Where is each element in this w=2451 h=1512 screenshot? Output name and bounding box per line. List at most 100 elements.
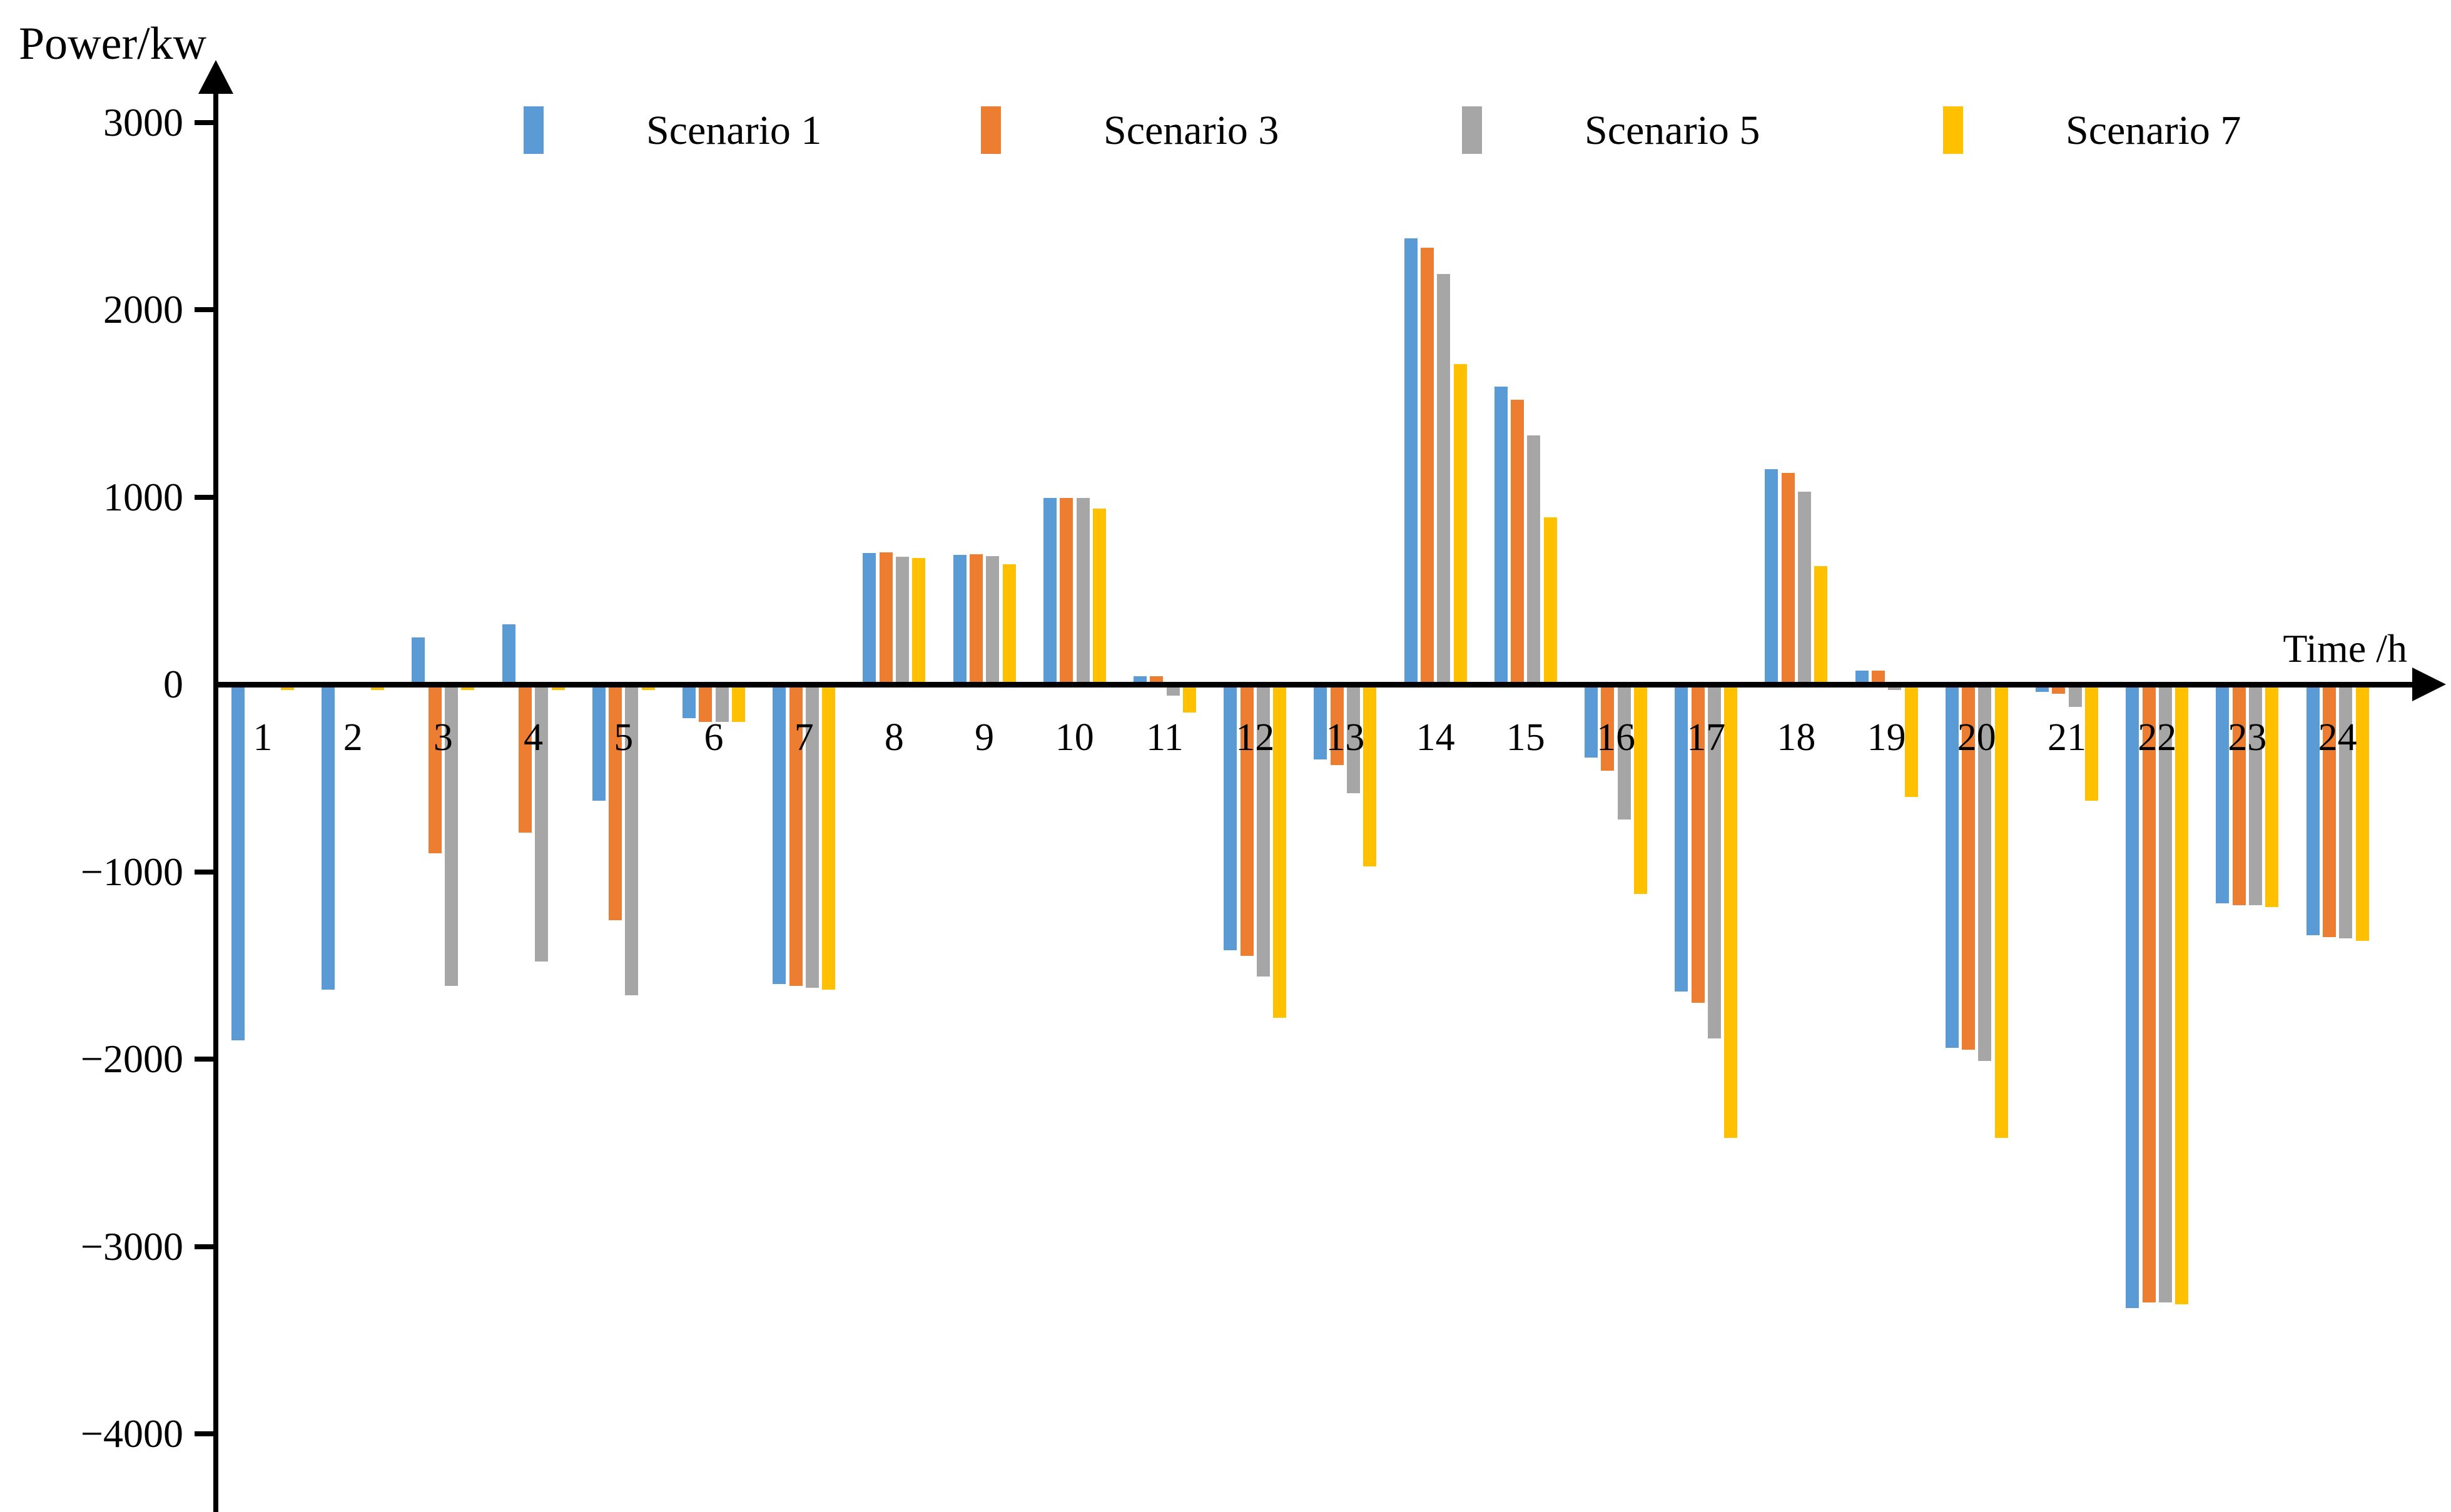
y-tick [195,1057,213,1062]
bar-scenario-5-h21 [2068,684,2082,707]
bar-scenario-7-h22 [2175,684,2189,1305]
y-axis-title: Power/kw [19,18,207,69]
y-tick [195,1244,213,1249]
bar-scenario-5-h20 [1978,684,1992,1061]
bar-scenario-5-h4 [535,684,549,962]
y-tick-label: 2000 [103,287,183,332]
y-tick-label: −2000 [80,1037,183,1081]
bar-scenario-5-h12 [1256,684,1270,977]
x-category-label-1: 1 [253,716,273,759]
bar-scenario-1-h22 [2126,684,2139,1309]
legend-label: Scenario 1 [646,108,822,153]
bar-scenario-5-h6 [715,684,729,722]
bar-scenario-1-h17 [1675,684,1688,992]
x-category-label-8: 8 [884,716,904,759]
bar-scenario-3-h3 [428,684,442,853]
y-tick-label: −1000 [80,849,183,894]
bar-scenario-7-h23 [2265,684,2279,908]
x-axis-title: Time /h [2283,626,2407,671]
bar-scenario-5-h23 [2249,684,2262,906]
y-axis-line [213,88,218,1512]
x-category-label-6: 6 [704,716,724,759]
bar-scenario-1-h23 [2216,684,2230,904]
bar-scenario-1-h24 [2306,684,2320,936]
bar-scenario-3-h19 [1871,670,1885,684]
bar-scenario-5-h17 [1707,684,1721,1039]
bar-scenario-1-h2 [322,684,335,990]
bar-scenario-1-h4 [502,624,515,684]
bar-scenario-1-h12 [1224,684,1237,951]
bar-scenario-3-h7 [789,684,803,987]
bar-scenario-7-h16 [1633,684,1647,895]
x-axis-line [213,682,2415,688]
legend-item-2: Scenario 3 [981,105,1331,155]
bar-scenario-1-h7 [773,684,786,985]
bar-scenario-1-h18 [1765,469,1779,684]
bar-scenario-1-h15 [1494,386,1508,684]
legend-swatch-icon [981,106,1001,154]
bar-scenario-5-h3 [445,684,458,987]
legend-item-3: Scenario 5 [1462,105,1812,155]
bar-scenario-1-h20 [1945,684,1959,1048]
bar-scenario-5-h18 [1798,491,1811,684]
bar-scenario-1-h1 [231,684,245,1040]
bar-scenario-7-h19 [1904,684,1918,797]
bar-scenario-1-h10 [1043,498,1057,684]
x-category-label-11: 11 [1146,716,1184,759]
y-tick [195,1431,213,1436]
bar-scenario-1-h16 [1585,684,1598,758]
bar-scenario-7-h24 [2355,684,2369,941]
x-category-label-22: 22 [2138,716,2177,759]
bar-scenario-3-h17 [1691,684,1705,1003]
bar-scenario-7-h8 [912,557,926,684]
bar-scenario-3-h20 [1962,684,1976,1050]
y-tick [195,119,213,125]
bar-scenario-5-h13 [1347,684,1360,793]
legend-item-4: Scenario 7 [1943,105,2293,155]
x-category-label-15: 15 [1506,716,1545,759]
bar-scenario-7-h6 [732,684,745,722]
bar-scenario-3-h6 [699,684,713,722]
bar-scenario-3-h4 [518,684,532,833]
legend-label: Scenario 5 [1585,108,1760,153]
x-category-label-24: 24 [2318,716,2357,759]
x-category-label-3: 3 [433,716,453,759]
bar-scenario-1-h9 [953,555,967,684]
x-category-label-23: 23 [2228,716,2267,759]
y-tick [195,869,213,875]
bar-scenario-7-h9 [1002,564,1016,684]
bar-scenario-3-h8 [879,552,893,684]
bar-scenario-7-h7 [822,684,836,990]
legend-swatch-icon [524,106,544,154]
bar-scenario-7-h20 [1994,684,2008,1138]
bar-scenario-5-h10 [1076,498,1090,684]
x-category-label-10: 10 [1055,716,1094,759]
x-category-label-21: 21 [2048,716,2086,759]
bar-scenario-7-h13 [1363,684,1377,866]
legend-swatch-icon [1943,106,1963,154]
bar-scenario-5-h22 [2158,684,2172,1303]
x-category-label-16: 16 [1596,716,1635,759]
bar-scenario-3-h14 [1420,248,1434,684]
x-category-label-17: 17 [1687,716,1726,759]
x-category-label-9: 9 [975,716,995,759]
bar-scenario-7-h18 [1814,566,1828,684]
bar-scenario-3-h22 [2142,684,2156,1303]
bar-scenario-3-h15 [1511,399,1525,684]
bar-scenario-3-h24 [2322,684,2336,938]
bar-scenario-1-h3 [412,637,425,684]
bar-scenario-1-h6 [683,684,696,718]
x-axis-arrow-icon [2412,667,2446,701]
bar-scenario-3-h16 [1601,684,1615,771]
bar-scenario-5-h8 [896,557,909,684]
x-category-label-20: 20 [1957,716,1996,759]
x-category-label-4: 4 [524,716,544,759]
bar-scenario-5-h14 [1437,274,1451,684]
y-tick-label: −4000 [80,1411,183,1456]
x-category-label-7: 7 [794,716,814,759]
bar-scenario-1-h5 [592,684,606,801]
legend-swatch-icon [1462,106,1482,154]
x-category-label-14: 14 [1416,716,1455,759]
